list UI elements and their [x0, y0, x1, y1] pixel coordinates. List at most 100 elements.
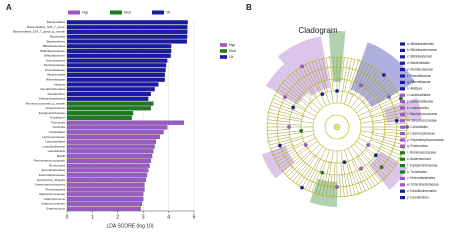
legend-label: m: Streptococcaceae [407, 119, 437, 123]
branch [295, 70, 324, 108]
bar [66, 87, 155, 92]
node [279, 167, 282, 170]
bar-label: Muribaculaceae [44, 63, 66, 67]
clade-highlight [261, 145, 295, 179]
legend-label: n: Clostridiales [407, 125, 428, 129]
node [300, 77, 303, 80]
branch [372, 134, 406, 142]
branch [356, 62, 366, 84]
legend-swatch [400, 119, 405, 123]
legend-swatch [400, 93, 405, 97]
legend-label: b: Bifidobacteriaceae [407, 48, 437, 52]
legend-label: g: Rikenellaceae [407, 80, 431, 84]
legend-label: w: Enterobacteriaceae [407, 183, 439, 187]
branch [344, 58, 352, 92]
cladogram [261, 31, 422, 207]
legend-swatch [400, 189, 405, 193]
branch [268, 112, 302, 120]
node [291, 105, 296, 110]
legend-label: a: Bifidobacteriales [407, 42, 434, 46]
bar-label: Bifidobacteriaceae [40, 49, 65, 53]
branch [372, 128, 407, 131]
branch [360, 115, 407, 124]
bar-label: Clostridia [52, 125, 65, 129]
branch [333, 57, 335, 80]
bar-label: Desulfovibrionales [40, 87, 65, 91]
branch [349, 61, 363, 94]
branch [287, 143, 321, 177]
branch [272, 141, 305, 156]
bar [66, 34, 188, 39]
node [309, 101, 312, 105]
node [371, 129, 374, 132]
node [360, 180, 363, 183]
bar-label: Alloprevotella [47, 73, 65, 77]
legend-swatch [400, 132, 405, 136]
branch [268, 136, 291, 142]
branch [329, 57, 334, 92]
root-node [333, 123, 341, 131]
bar-label: Rikenellaceae [46, 77, 65, 81]
node [371, 77, 374, 80]
legend-label: Mod [229, 49, 236, 53]
branch [360, 153, 384, 180]
node [323, 67, 326, 70]
bar-label: Lactobacillales [45, 140, 65, 144]
bar [66, 168, 149, 173]
branch [322, 162, 330, 196]
bar [66, 206, 141, 211]
node [300, 185, 304, 190]
node [291, 166, 294, 169]
legend-swatch [400, 100, 405, 104]
branch [282, 82, 310, 105]
bar-label: Streptococcus [46, 206, 66, 210]
legend-label: v: Enterobacteriales [407, 176, 436, 180]
legend-label: y: Desulfovibrio [407, 195, 429, 199]
branch [295, 146, 324, 184]
legend-label: h: Alistipes [407, 87, 423, 91]
x-tick-label: 5 [193, 214, 196, 220]
branch [339, 174, 341, 197]
bar-label: Firmicutes [51, 120, 65, 124]
branch [371, 108, 405, 118]
node [362, 101, 365, 105]
node [370, 114, 373, 117]
node [348, 67, 351, 70]
branch [267, 130, 314, 139]
node [350, 93, 353, 96]
branch [269, 108, 291, 115]
node [321, 80, 324, 83]
legend-swatch [400, 170, 405, 174]
legend-swatch [400, 138, 405, 142]
ring [324, 114, 350, 140]
branch [298, 167, 312, 186]
legend-label: Hyp [229, 43, 235, 47]
legend-swatch [400, 87, 405, 91]
branch [360, 168, 373, 188]
branch [274, 137, 316, 159]
node [340, 78, 344, 81]
node [278, 143, 282, 148]
branch [351, 159, 366, 192]
branch [308, 62, 323, 95]
branch [346, 173, 352, 196]
branch [377, 152, 396, 166]
branch [362, 68, 376, 87]
bar-label: Escherichia_Shigella [37, 178, 65, 182]
branch [271, 101, 304, 115]
branch [318, 173, 325, 195]
bar [66, 20, 188, 25]
legend-label: i: Lactobacillales [407, 93, 431, 97]
node [335, 185, 339, 189]
bar [66, 96, 149, 101]
node [292, 145, 295, 148]
bar [66, 182, 145, 187]
legend-label: s: Anaerotruncus [407, 157, 431, 161]
branch [367, 164, 382, 182]
legend-swatch [220, 49, 227, 53]
legend-label: o: Lachnospiraceae [407, 131, 435, 135]
bar [66, 153, 153, 159]
branch [338, 57, 341, 92]
node [328, 161, 331, 164]
node [301, 114, 304, 117]
